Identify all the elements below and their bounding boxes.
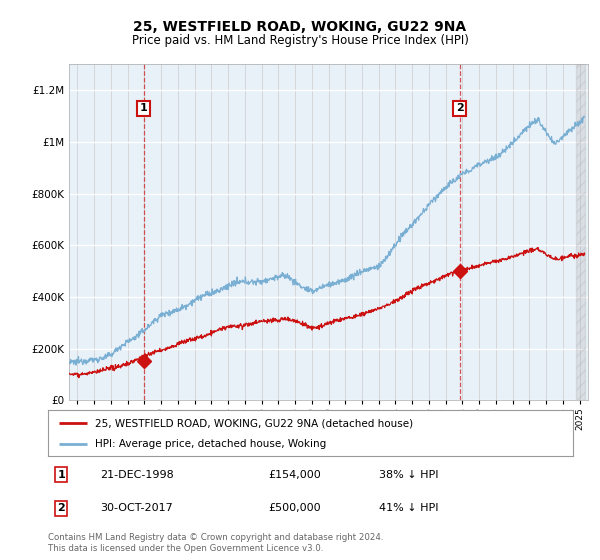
Text: 1: 1 xyxy=(140,104,148,113)
Text: HPI: Average price, detached house, Woking: HPI: Average price, detached house, Woki… xyxy=(95,438,326,449)
Text: 2: 2 xyxy=(57,503,65,513)
Text: 1: 1 xyxy=(57,470,65,479)
Text: 21-DEC-1998: 21-DEC-1998 xyxy=(101,470,174,479)
Bar xyxy=(576,64,584,400)
Text: Contains HM Land Registry data © Crown copyright and database right 2024.
This d: Contains HM Land Registry data © Crown c… xyxy=(48,533,383,553)
Text: 30-OCT-2017: 30-OCT-2017 xyxy=(101,503,173,513)
Text: 38% ↓ HPI: 38% ↓ HPI xyxy=(379,470,438,479)
Text: 2: 2 xyxy=(456,104,463,113)
Text: £500,000: £500,000 xyxy=(269,503,321,513)
Text: 41% ↓ HPI: 41% ↓ HPI xyxy=(379,503,438,513)
Text: 25, WESTFIELD ROAD, WOKING, GU22 9NA (detached house): 25, WESTFIELD ROAD, WOKING, GU22 9NA (de… xyxy=(95,418,413,428)
Text: £154,000: £154,000 xyxy=(269,470,321,479)
Text: 25, WESTFIELD ROAD, WOKING, GU22 9NA: 25, WESTFIELD ROAD, WOKING, GU22 9NA xyxy=(133,20,467,34)
Text: Price paid vs. HM Land Registry's House Price Index (HPI): Price paid vs. HM Land Registry's House … xyxy=(131,34,469,46)
